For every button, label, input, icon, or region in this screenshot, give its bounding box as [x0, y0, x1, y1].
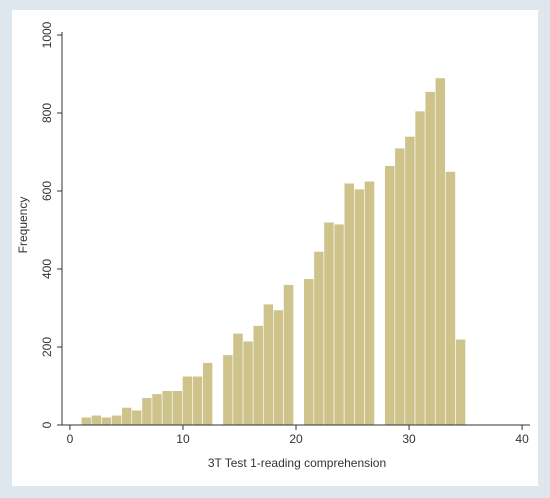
bar	[182, 375, 193, 426]
bar	[434, 77, 446, 426]
bar	[161, 390, 173, 426]
bar	[242, 340, 254, 426]
bar	[101, 416, 112, 426]
bar	[404, 136, 416, 426]
bar	[192, 375, 203, 426]
bar	[394, 147, 406, 426]
y-tick-label: 600	[40, 181, 54, 201]
bar	[323, 221, 335, 426]
y-tick-label: 0	[40, 421, 54, 428]
x-tick-label: 20	[289, 432, 303, 446]
bar	[80, 416, 92, 426]
bar	[354, 188, 365, 426]
x-tick-label: 0	[67, 432, 74, 446]
y-tick-label: 1000	[40, 21, 54, 48]
bar	[424, 91, 436, 426]
y-axis-label: Frequency	[16, 197, 30, 254]
bar	[141, 397, 153, 426]
y-tick-label: 400	[40, 259, 54, 279]
bar	[222, 354, 234, 426]
bar	[414, 110, 426, 426]
bar	[283, 284, 294, 426]
bar	[273, 309, 284, 426]
bar	[202, 362, 213, 426]
bar	[303, 278, 315, 426]
bar	[343, 182, 355, 426]
x-tick-label: 40	[515, 432, 529, 446]
bar	[263, 303, 274, 426]
bar	[445, 171, 456, 426]
bar	[313, 251, 325, 426]
bar	[90, 414, 102, 426]
bar	[384, 165, 396, 426]
bar	[333, 223, 345, 426]
x-tick-label: 10	[176, 432, 190, 446]
bar	[364, 180, 375, 426]
bar	[151, 393, 163, 426]
bar	[171, 390, 183, 426]
bar	[131, 409, 143, 426]
bar	[121, 407, 133, 426]
x-tick-label: 30	[402, 432, 416, 446]
y-tick-label: 200	[40, 337, 54, 357]
bar	[252, 325, 264, 426]
bar	[232, 333, 244, 426]
bar	[111, 414, 122, 426]
x-axis-label: 3T Test 1-reading comprehension	[208, 456, 386, 470]
y-tick-label: 800	[40, 103, 54, 123]
bar	[455, 338, 466, 426]
